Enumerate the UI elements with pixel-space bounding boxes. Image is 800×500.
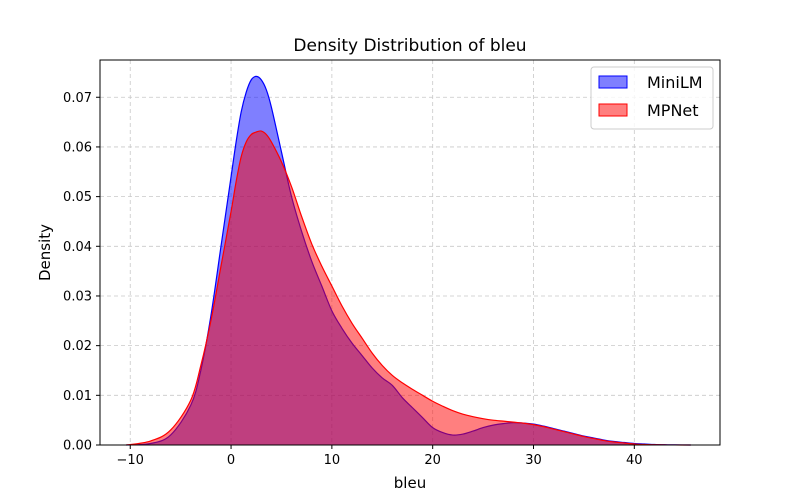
y-axis-label: Density (36, 224, 54, 281)
x-tick-label: 40 (626, 453, 643, 468)
x-tick-label: 0 (227, 453, 235, 468)
y-tick-label: 0.03 (63, 289, 92, 304)
y-tick-label: 0.06 (63, 140, 92, 155)
density-line-mpnet (126, 130, 691, 446)
x-tick-label: 10 (324, 453, 341, 468)
y-tick-label: 0.04 (63, 240, 92, 255)
y-axis-ticks: 0.00 0.01 0.02 0.03 0.04 0.05 0.06 0.07 (63, 91, 100, 454)
y-tick-label: 0.02 (63, 339, 92, 354)
x-tick-label: 20 (424, 453, 441, 468)
y-tick-label: 0.05 (63, 190, 92, 205)
x-axis-ticks: −10 0 10 20 30 40 (117, 445, 643, 468)
x-axis-label: bleu (394, 474, 426, 492)
legend-label-mpnet: MPNet (647, 101, 699, 120)
plot-frame (99, 59, 721, 446)
x-tick-label: −10 (117, 453, 144, 468)
grid (100, 60, 720, 446)
density-area-mpnet (126, 130, 691, 446)
y-tick-label: 0.07 (63, 91, 92, 106)
legend-swatch-minilm (598, 75, 628, 89)
legend-swatch-mpnet (598, 103, 628, 117)
x-tick-label: 30 (525, 453, 542, 468)
y-tick-label: 0.00 (63, 439, 92, 454)
legend-label-minilm: MiniLM (647, 73, 703, 92)
y-tick-label: 0.01 (63, 389, 92, 404)
plot-series (126, 75, 691, 446)
chart-title: Density Distribution of bleu (293, 36, 526, 56)
legend: MiniLM MPNet (590, 66, 714, 130)
